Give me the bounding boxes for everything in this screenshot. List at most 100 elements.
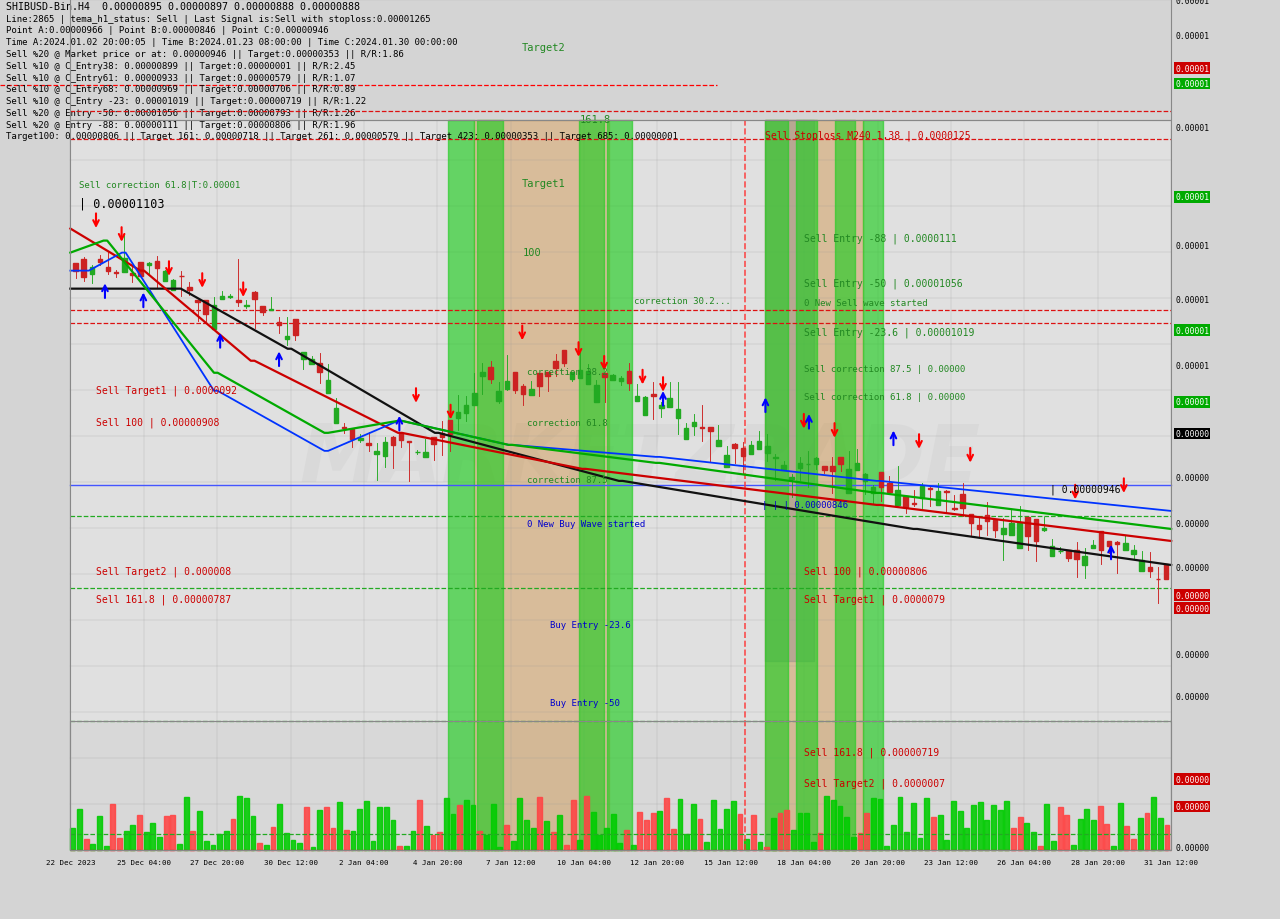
Bar [251, 816, 255, 850]
Bar [465, 800, 468, 850]
Bar [278, 804, 282, 850]
Bar [804, 813, 809, 850]
Bar [991, 805, 996, 850]
Bar [879, 472, 883, 487]
Bar [824, 797, 829, 850]
Bar [164, 816, 169, 850]
Text: 23 Jan 12:00: 23 Jan 12:00 [924, 859, 978, 866]
Bar [777, 813, 782, 850]
Bar [920, 487, 924, 499]
Bar [969, 514, 973, 524]
Bar [710, 800, 716, 850]
Bar [553, 361, 558, 369]
Bar [1115, 542, 1120, 545]
Text: Sell %10 @ C_Entry61: 0.00000933 || Target:0.00000579 || R/R:1.07: Sell %10 @ C_Entry61: 0.00000933 || Targ… [6, 74, 356, 83]
Bar [73, 264, 78, 271]
Text: Point A:0.00000966 | Point B:0.00000846 | Point C:0.00000946: Point A:0.00000966 | Point B:0.00000846 … [6, 27, 329, 36]
Bar [846, 470, 851, 493]
Bar [210, 845, 215, 850]
Bar [104, 846, 109, 850]
Bar [724, 456, 728, 468]
Bar [218, 834, 221, 850]
Bar [1066, 550, 1070, 558]
Text: 0.00000: 0.00000 [1175, 519, 1210, 528]
Bar [97, 259, 102, 263]
Bar [977, 526, 982, 529]
Bar [698, 820, 703, 850]
Bar [196, 301, 200, 302]
Bar [1009, 523, 1014, 536]
Bar [90, 267, 93, 275]
Text: 31 Jan 12:00: 31 Jan 12:00 [1144, 859, 1198, 866]
Bar [855, 464, 859, 471]
Bar [1132, 550, 1135, 555]
Bar [1065, 814, 1069, 850]
Bar [814, 458, 818, 464]
Bar [521, 387, 525, 394]
Bar [1125, 826, 1129, 850]
Bar [1057, 807, 1062, 850]
Text: 26 Jan 04:00: 26 Jan 04:00 [997, 859, 1051, 866]
Text: Sell %10 @ C_Entry -23: 0.00001019 || Target:0.00000719 || R/R:1.22: Sell %10 @ C_Entry -23: 0.00001019 || Ta… [6, 97, 366, 106]
Bar [317, 363, 321, 372]
Bar [270, 827, 275, 850]
Bar [163, 271, 168, 282]
Text: Buy Entry -50: Buy Entry -50 [550, 698, 621, 708]
Bar [571, 800, 576, 850]
Bar [344, 830, 348, 850]
Bar [931, 818, 936, 850]
Bar [430, 835, 435, 850]
Bar [617, 843, 622, 850]
Bar [97, 816, 102, 850]
Bar [1111, 846, 1116, 850]
Text: 0 New Sell wave started: 0 New Sell wave started [804, 299, 928, 308]
Bar [484, 835, 489, 850]
Bar [924, 799, 929, 850]
Bar [718, 830, 722, 850]
Bar [357, 809, 362, 850]
Text: 0.00000: 0.00000 [1175, 591, 1210, 600]
Bar [607, 121, 632, 850]
Text: 27 Dec 20:00: 27 Dec 20:00 [191, 859, 244, 866]
Text: 0.00000: 0.00000 [1175, 843, 1210, 852]
Bar [424, 826, 429, 850]
Bar [984, 516, 989, 522]
Text: Time A:2024.01.02 20:00:05 | Time B:2024.01.23 08:00:00 | Time C:2024.01.30 00:0: Time A:2024.01.02 20:00:05 | Time B:2024… [6, 39, 458, 47]
Bar [1165, 825, 1170, 850]
Text: 0.00001: 0.00001 [1175, 398, 1210, 407]
Bar [845, 817, 849, 850]
Bar [1098, 532, 1103, 550]
Text: 4 Jan 20:00: 4 Jan 20:00 [412, 859, 462, 866]
Bar [524, 820, 529, 850]
Bar [984, 821, 989, 850]
Bar [878, 800, 882, 850]
Bar [579, 121, 604, 850]
Bar [463, 405, 468, 414]
Bar [791, 830, 796, 850]
Bar [838, 458, 842, 465]
Bar [704, 843, 709, 850]
Bar [677, 799, 682, 850]
Bar [124, 832, 128, 850]
Bar [364, 800, 369, 850]
Bar [431, 438, 436, 444]
Bar [1117, 803, 1123, 850]
Text: 0.00001: 0.00001 [1175, 361, 1210, 370]
Bar [371, 841, 375, 850]
Bar [904, 496, 908, 508]
Bar [191, 832, 196, 850]
Text: 25 Dec 04:00: 25 Dec 04:00 [116, 859, 170, 866]
Bar [781, 466, 786, 470]
Text: 20 Jan 20:00: 20 Jan 20:00 [851, 859, 905, 866]
Bar [448, 121, 474, 850]
Bar [822, 467, 827, 471]
Text: 12 Jan 20:00: 12 Jan 20:00 [631, 859, 685, 866]
Bar [303, 807, 308, 850]
Bar [765, 447, 769, 453]
Bar [517, 798, 522, 850]
Bar [511, 841, 516, 850]
Text: Sell %10 @ C_Entry68: 0.00000969 || Target:0.00000706 || R/R:0.89: Sell %10 @ C_Entry68: 0.00000969 || Targ… [6, 85, 356, 95]
Bar [978, 802, 983, 850]
Bar [737, 813, 742, 850]
Bar [1074, 550, 1079, 560]
